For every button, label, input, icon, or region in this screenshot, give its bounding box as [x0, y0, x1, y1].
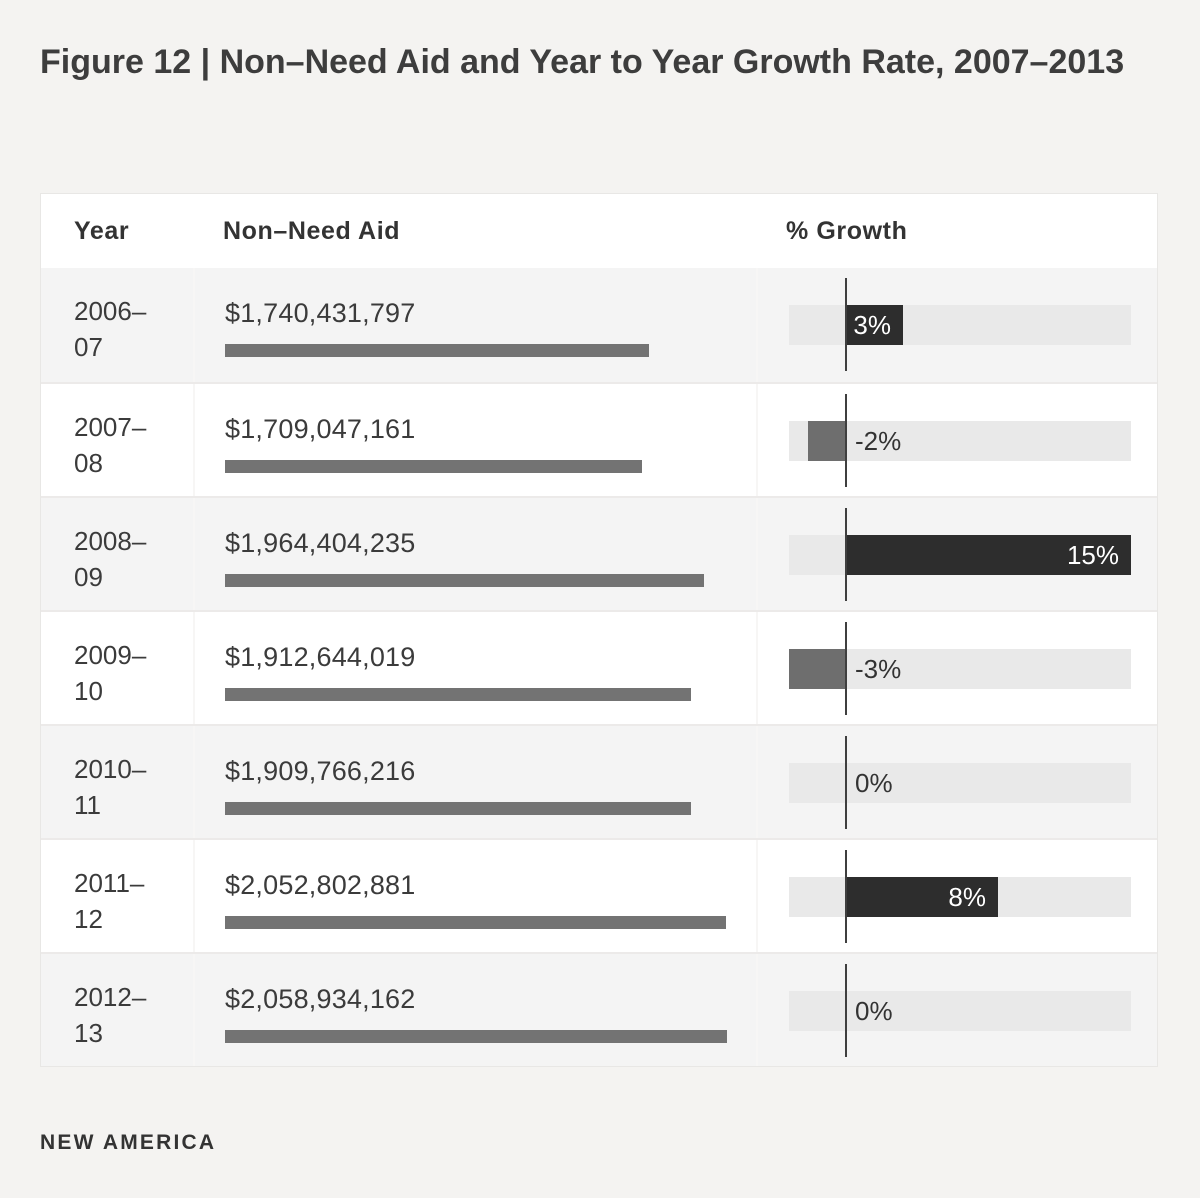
new-america-logo: NEW AMERICA — [40, 1131, 217, 1154]
growth-track: 0% — [789, 763, 1131, 803]
growth-label: 15% — [1066, 540, 1119, 570]
table-row: 2010–11 $1,909,766,216 0% — [41, 724, 1157, 838]
year-cell: 2012–13 — [41, 954, 193, 1066]
aid-cell: $1,912,644,019 — [193, 612, 756, 724]
growth-track: 15% — [789, 535, 1131, 575]
zero-axis-line — [845, 622, 847, 715]
year-cell: 2009–10 — [41, 612, 193, 724]
growth-bar — [846, 305, 903, 345]
aid-bar — [225, 802, 691, 815]
figure-title: Figure 12 | Non–Need Aid and Year to Yea… — [40, 43, 1125, 81]
growth-label: 0% — [855, 996, 893, 1026]
aid-bar — [225, 574, 704, 587]
growth-cell: 0% — [756, 726, 1157, 838]
aid-amount: $1,740,431,797 — [225, 298, 416, 328]
growth-cell: -3% — [756, 612, 1157, 724]
aid-amount: $1,912,644,019 — [225, 642, 416, 672]
aid-bar — [225, 1030, 727, 1043]
growth-track: 8% — [789, 877, 1131, 917]
year-cell: 2006–07 — [41, 268, 193, 382]
column-header-growth: % Growth — [786, 216, 908, 245]
year-cell: 2011–12 — [41, 840, 193, 952]
year-label: 2009–10 — [74, 640, 147, 706]
column-header-year: Year — [74, 216, 130, 245]
year-label: 2008–09 — [74, 526, 147, 592]
year-label: 2012–13 — [74, 982, 147, 1048]
growth-track: 3% — [789, 305, 1131, 345]
year-label: 2007–08 — [74, 412, 147, 478]
growth-cell: 0% — [756, 954, 1157, 1066]
growth-cell: 8% — [756, 840, 1157, 952]
aid-amount: $1,964,404,235 — [225, 528, 416, 558]
year-cell: 2010–11 — [41, 726, 193, 838]
growth-label: 8% — [948, 882, 986, 912]
figure-table: Year Non–Need Aid % Growth 2006–07 $1,74… — [40, 193, 1158, 1067]
aid-cell: $1,964,404,235 — [193, 498, 756, 610]
aid-bar — [225, 688, 691, 701]
table-row: 2012–13 $2,058,934,162 0% — [41, 952, 1157, 1066]
growth-cell: 3% — [756, 268, 1157, 382]
growth-track: 0% — [789, 991, 1131, 1031]
table-row: 2007–08 $1,709,047,161 -2% — [41, 382, 1157, 496]
aid-bar — [225, 916, 726, 929]
growth-label: -2% — [855, 426, 902, 456]
year-cell: 2007–08 — [41, 384, 193, 496]
growth-track: -2% — [789, 421, 1131, 461]
aid-cell: $1,909,766,216 — [193, 726, 756, 838]
year-label: 2011–12 — [74, 868, 145, 934]
zero-axis-line — [845, 850, 847, 943]
aid-amount: $2,052,802,881 — [225, 870, 416, 900]
growth-bar — [846, 535, 1131, 575]
aid-bar — [225, 344, 649, 357]
table-row: 2009–10 $1,912,644,019 -3% — [41, 610, 1157, 724]
aid-amount: $1,909,766,216 — [225, 756, 416, 786]
year-cell: 2008–09 — [41, 498, 193, 610]
growth-label: -3% — [855, 654, 902, 684]
aid-cell: $2,058,934,162 — [193, 954, 756, 1066]
table-row: 2008–09 $1,964,404,235 15% — [41, 496, 1157, 610]
zero-axis-line — [845, 394, 847, 487]
growth-bar — [846, 877, 998, 917]
growth-cell: -2% — [756, 384, 1157, 496]
growth-cell: 15% — [756, 498, 1157, 610]
aid-bar — [225, 460, 642, 473]
growth-bar — [789, 649, 846, 689]
table-row: 2006–07 $1,740,431,797 3% — [41, 268, 1157, 382]
growth-bar — [808, 421, 846, 461]
aid-amount: $1,709,047,161 — [225, 414, 416, 444]
aid-cell: $1,709,047,161 — [193, 384, 756, 496]
aid-amount: $2,058,934,162 — [225, 984, 416, 1014]
zero-axis-line — [845, 964, 847, 1057]
table-body: 2006–07 $1,740,431,797 3% 2007–08 $1,709… — [41, 268, 1157, 1066]
table-header-row: Year Non–Need Aid % Growth — [41, 194, 1157, 268]
growth-track: -3% — [789, 649, 1131, 689]
table-row: 2011–12 $2,052,802,881 8% — [41, 838, 1157, 952]
zero-axis-line — [845, 508, 847, 601]
column-header-aid: Non–Need Aid — [223, 216, 401, 245]
year-label: 2010–11 — [74, 754, 147, 820]
aid-cell: $1,740,431,797 — [193, 268, 756, 382]
year-label: 2006–07 — [74, 296, 147, 362]
zero-axis-line — [845, 278, 847, 371]
zero-axis-line — [845, 736, 847, 829]
growth-label: 0% — [855, 768, 893, 798]
growth-label: 3% — [853, 310, 891, 340]
aid-cell: $2,052,802,881 — [193, 840, 756, 952]
